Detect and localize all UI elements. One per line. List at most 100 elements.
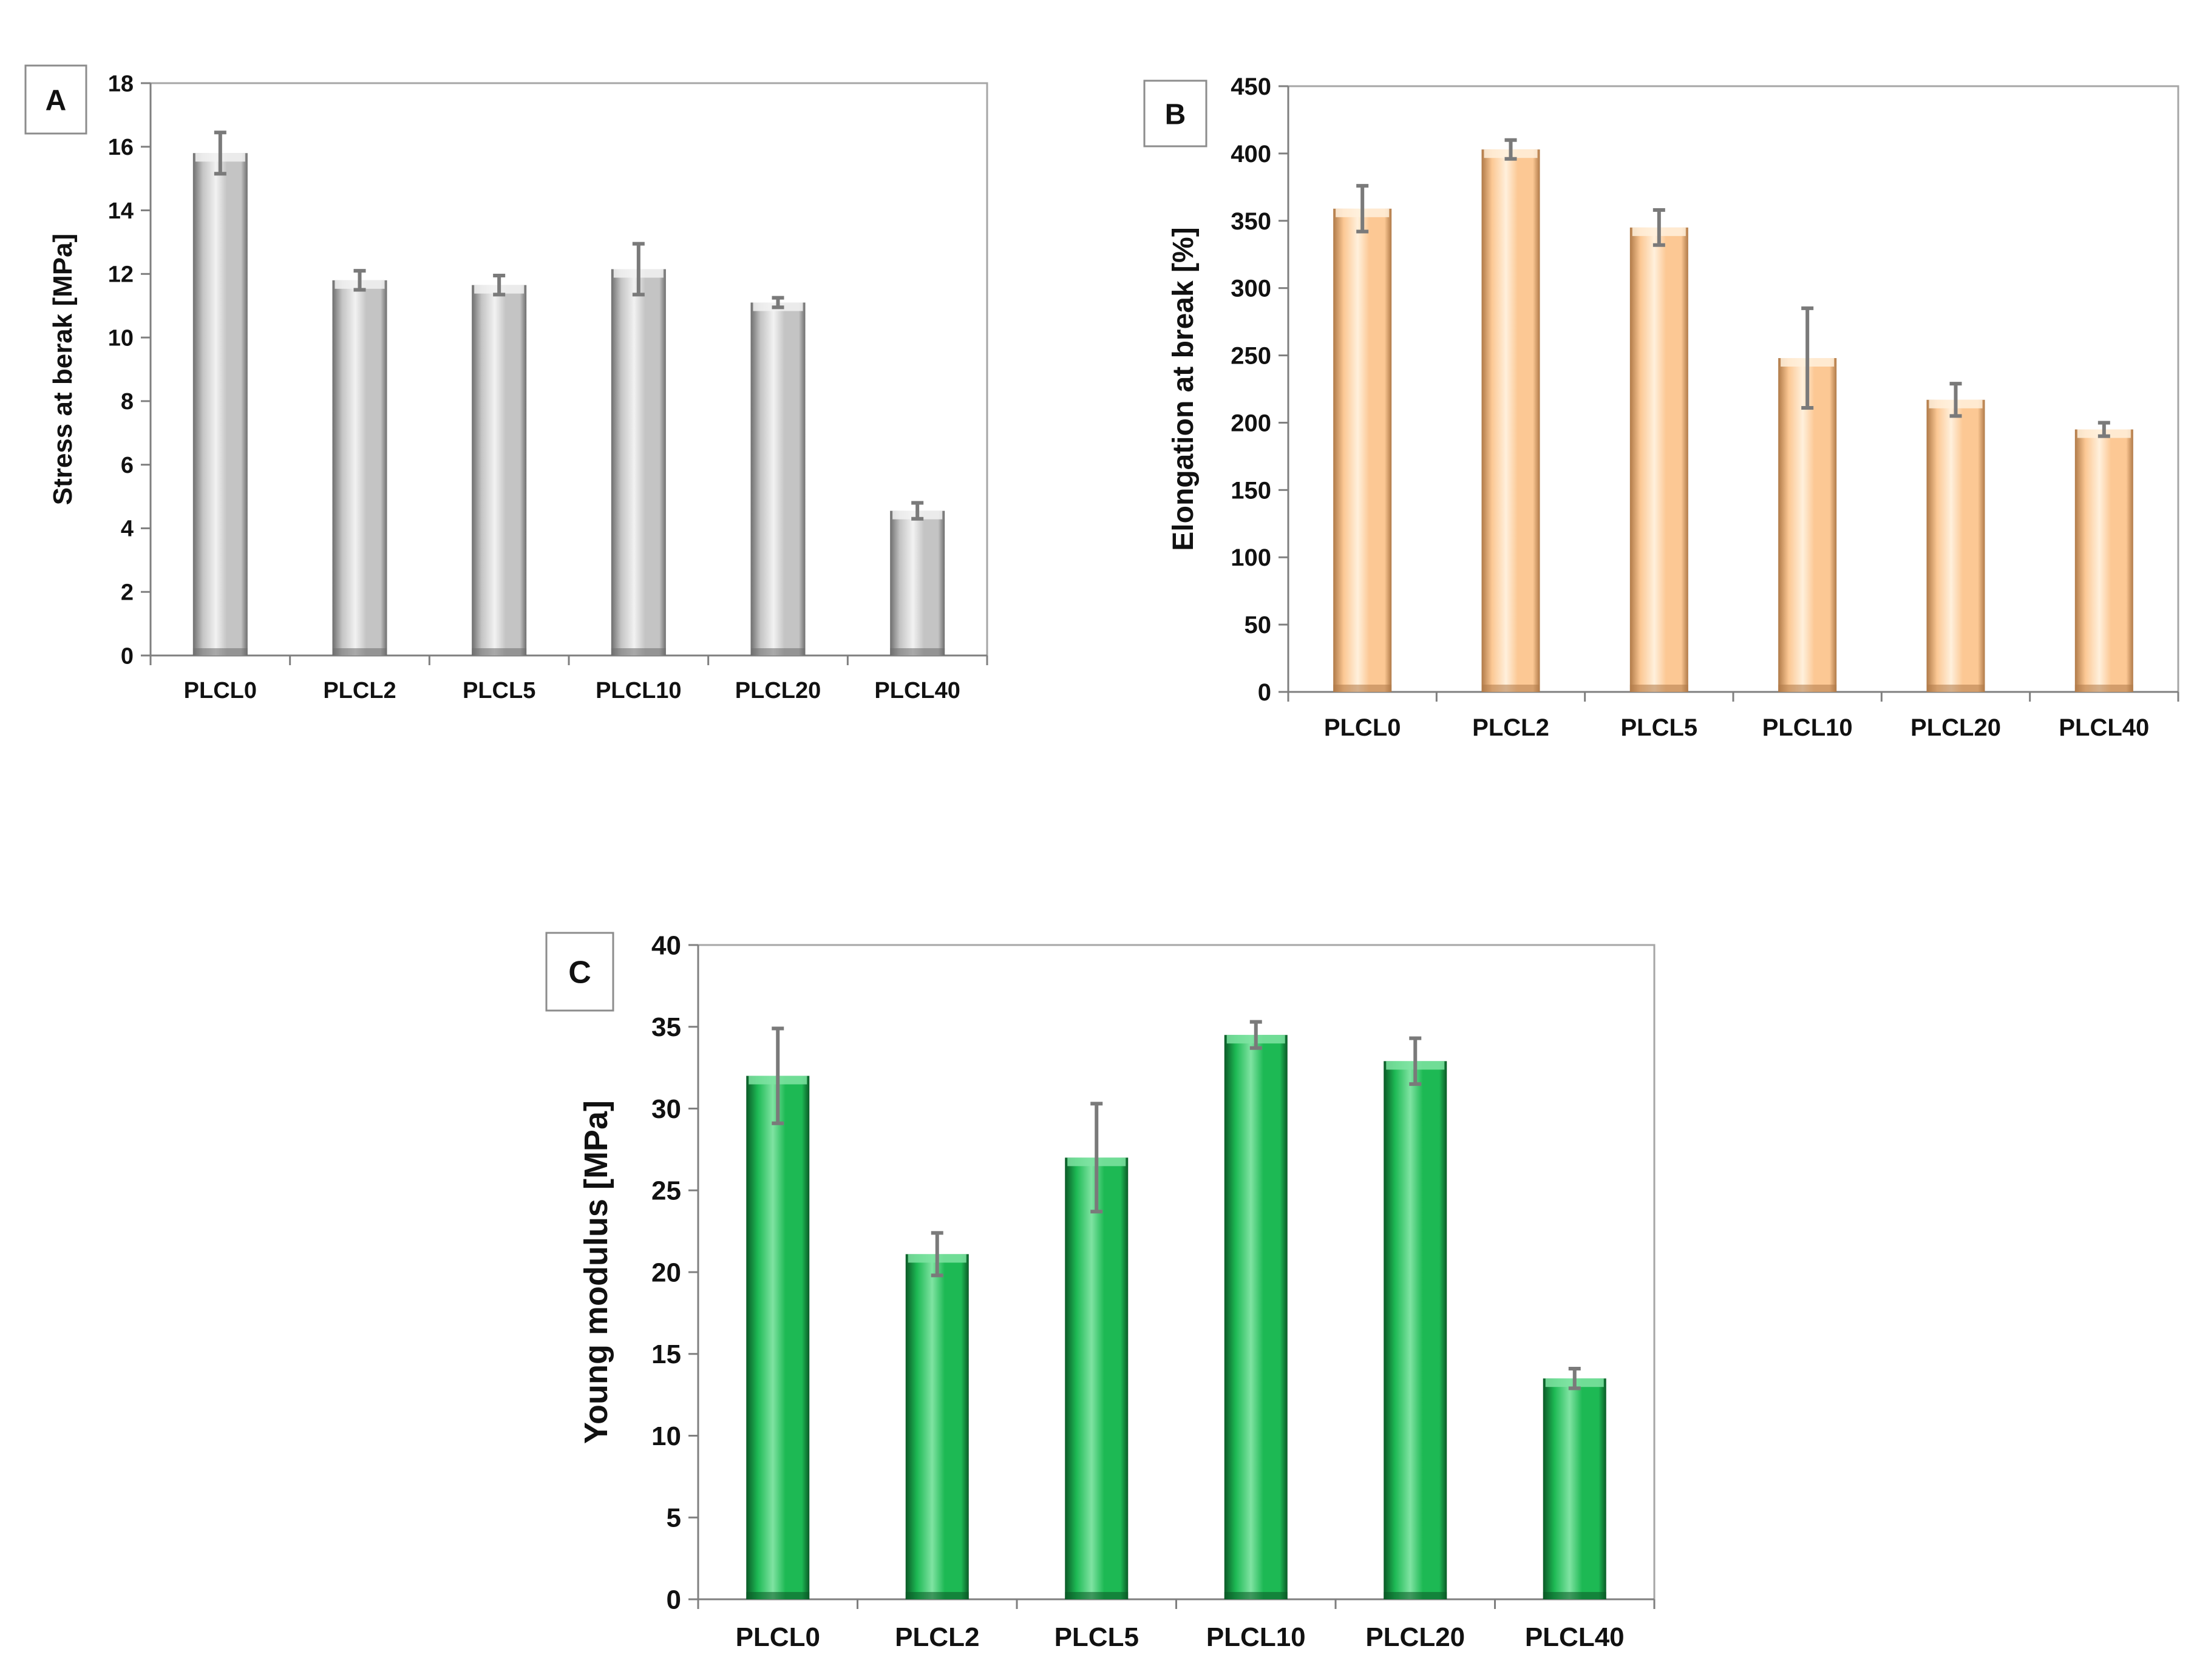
plot-area-B xyxy=(1287,85,2179,693)
category-label: PLCL5 xyxy=(1055,1622,1139,1652)
y-tick-label: 350 xyxy=(1231,208,1271,235)
y-tick-label: 25 xyxy=(651,1176,681,1206)
category-label: PLCL0 xyxy=(1324,714,1401,741)
y-tick-label: 30 xyxy=(651,1094,681,1124)
category-label: PLCL20 xyxy=(1365,1622,1465,1652)
y-tick-label: 15 xyxy=(651,1340,681,1369)
chart-A: 0 2 4 6 8 10 12 14 16 18 PLCL0 PLCL2 PLCL5 PLCL10 PLCL… xyxy=(24,64,988,703)
y-tick-label: 10 xyxy=(651,1421,681,1451)
y-tick-label: 250 xyxy=(1231,343,1271,370)
error-bar-PLCL0 xyxy=(1356,184,1369,234)
error-bar-PLCL40 xyxy=(911,501,924,521)
y-tick-label: 0 xyxy=(121,643,134,669)
y-tick-label: 6 xyxy=(121,453,134,478)
bar-PLCL20 xyxy=(750,302,806,655)
y-tick-label: 300 xyxy=(1231,276,1271,302)
bar-PLCL20 xyxy=(1926,399,1985,692)
error-bar-PLCL5 xyxy=(493,273,506,297)
y-axis-title-B: Elongation at break [%] xyxy=(1167,227,1200,550)
bar-PLCL20 xyxy=(1384,1061,1447,1599)
y-tick-label: 20 xyxy=(651,1258,681,1287)
category-label: PLCL5 xyxy=(463,678,535,703)
y-tick-label: 35 xyxy=(651,1012,681,1042)
bar-bottom-shade xyxy=(1629,685,1688,692)
panel-label-C: C xyxy=(545,932,614,1012)
bar-PLCL2 xyxy=(905,1254,969,1599)
bar-bottom-shade xyxy=(1333,685,1392,692)
category-label: PLCL10 xyxy=(596,678,681,703)
bar-bottom-shade xyxy=(472,648,527,655)
y-tick-label: 2 xyxy=(121,580,134,606)
bar-PLCL0 xyxy=(192,153,248,655)
y-tick-label: 200 xyxy=(1231,410,1271,436)
y-tick-label: 12 xyxy=(108,262,134,288)
y-tick-label: 0 xyxy=(1258,679,1271,706)
plot-area-A xyxy=(149,82,988,657)
bar-PLCL5 xyxy=(472,285,527,655)
bar-PLCL2 xyxy=(332,280,387,655)
bar-PLCL0 xyxy=(1333,208,1392,693)
bar-bottom-shade xyxy=(750,648,806,655)
error-bar-PLCL2 xyxy=(1504,138,1517,161)
bar-bottom-shade xyxy=(1224,1592,1288,1599)
error-bar-PLCL2 xyxy=(353,269,366,292)
y-tick-label: 40 xyxy=(651,930,681,960)
y-tick-label: 4 xyxy=(121,517,134,542)
category-label: PLCL10 xyxy=(1762,714,1853,741)
category-label: PLCL2 xyxy=(323,678,396,703)
panel-label-B: B xyxy=(1143,80,1207,147)
bar-bottom-shade xyxy=(1481,685,1540,692)
panel-label-box xyxy=(24,64,87,135)
plot-area-C xyxy=(697,944,1656,1600)
y-tick-label: 50 xyxy=(1245,612,1272,638)
bar-bottom-shade xyxy=(1926,685,1985,692)
error-bar-PLCL40 xyxy=(2097,421,2110,438)
error-bar-PLCL20 xyxy=(772,296,784,310)
panel-label-box xyxy=(545,932,614,1012)
bar-PLCL5 xyxy=(1065,1157,1129,1599)
error-bar-PLCL2 xyxy=(931,1231,943,1278)
category-label: PLCL20 xyxy=(735,678,821,703)
error-bar-PLCL10 xyxy=(632,242,645,297)
category-label: PLCL40 xyxy=(874,678,960,703)
y-axis-title-A: Stress at berak [MPa] xyxy=(48,234,78,506)
error-bar-PLCL0 xyxy=(214,130,226,176)
y-tick-label: 150 xyxy=(1231,477,1271,504)
y-tick-label: 16 xyxy=(108,135,134,160)
y-tick-label: 0 xyxy=(667,1585,681,1614)
error-bar-PLCL20 xyxy=(1409,1036,1422,1086)
bar-bottom-shade xyxy=(1778,685,1837,692)
bar-PLCL5 xyxy=(1629,227,1688,692)
panel-label-A: A xyxy=(24,64,87,135)
y-tick-label: 5 xyxy=(667,1503,681,1533)
panel-label-box xyxy=(1143,80,1207,147)
category-label: PLCL0 xyxy=(736,1622,820,1652)
bar-bottom-shade xyxy=(890,648,945,655)
bar-PLCL10 xyxy=(1778,357,1837,692)
bar-bottom-shade xyxy=(905,1592,969,1599)
error-bar-PLCL20 xyxy=(1949,382,1962,418)
error-bar-PLCL5 xyxy=(1090,1102,1103,1214)
bar-bottom-shade xyxy=(1543,1592,1606,1599)
panel-label-text: A xyxy=(46,84,67,117)
bar-bottom-shade xyxy=(332,648,387,655)
category-label: PLCL0 xyxy=(184,678,257,703)
y-tick-label: 400 xyxy=(1231,141,1271,168)
category-label: PLCL2 xyxy=(895,1622,979,1652)
error-bar-PLCL0 xyxy=(772,1026,784,1125)
bar-PLCL10 xyxy=(611,269,666,656)
error-bar-PLCL10 xyxy=(1249,1020,1262,1050)
y-tick-label: 10 xyxy=(108,325,134,351)
bar-bottom-shade xyxy=(1384,1592,1447,1599)
bar-bottom-shade xyxy=(746,1592,810,1599)
error-bar-PLCL40 xyxy=(1568,1367,1581,1390)
bar-bottom-shade xyxy=(192,648,248,655)
bar-PLCL40 xyxy=(890,510,945,655)
bar-PLCL40 xyxy=(1543,1378,1606,1599)
category-label: PLCL40 xyxy=(1525,1622,1625,1652)
y-tick-label: 14 xyxy=(108,198,134,224)
category-label: PLCL10 xyxy=(1206,1622,1306,1652)
panel-label-text: B xyxy=(1165,98,1186,130)
bar-bottom-shade xyxy=(1065,1592,1129,1599)
